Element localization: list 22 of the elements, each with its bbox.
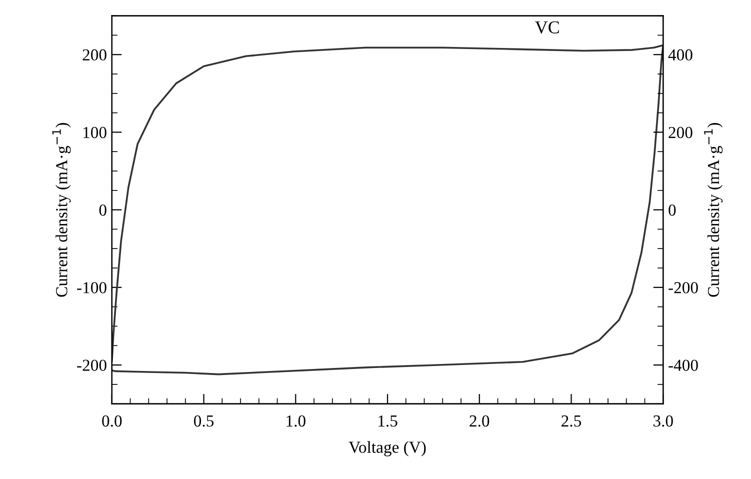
- y2-tick-label: 0: [668, 204, 676, 216]
- x-tick-label: 2.5: [562, 415, 582, 427]
- y2-tick-label: 400: [668, 49, 692, 61]
- x-tick-label: 3.0: [654, 415, 673, 427]
- x-axis-title: Voltage (V): [348, 441, 426, 456]
- y-tick-label: -100: [77, 282, 106, 294]
- y-tick-label: 100: [84, 126, 106, 138]
- x-tick-label: 0.0: [102, 415, 122, 427]
- annotation: VC: [535, 21, 559, 34]
- y2-axis-title: Current density (mA·g$^{−1}$): [704, 123, 723, 297]
- y2-tick-label: 200: [668, 126, 692, 138]
- y2-tick-label: -200: [668, 282, 698, 294]
- y2-tick-label: -400: [668, 360, 698, 371]
- x-tick-label: 1.0: [286, 415, 306, 427]
- y-tick-label: 200: [82, 49, 106, 61]
- y-axis-title: Current density (mA·g$^{−1}$): [52, 123, 71, 297]
- x-tick-label: 0.5: [194, 415, 214, 427]
- x-tick-label: 1.5: [378, 415, 398, 427]
- x-tick-label: 2.0: [470, 415, 490, 427]
- y-tick-label: 0: [99, 204, 106, 216]
- line-series: [112, 44, 664, 376]
- y-tick-label: -200: [77, 360, 106, 371]
